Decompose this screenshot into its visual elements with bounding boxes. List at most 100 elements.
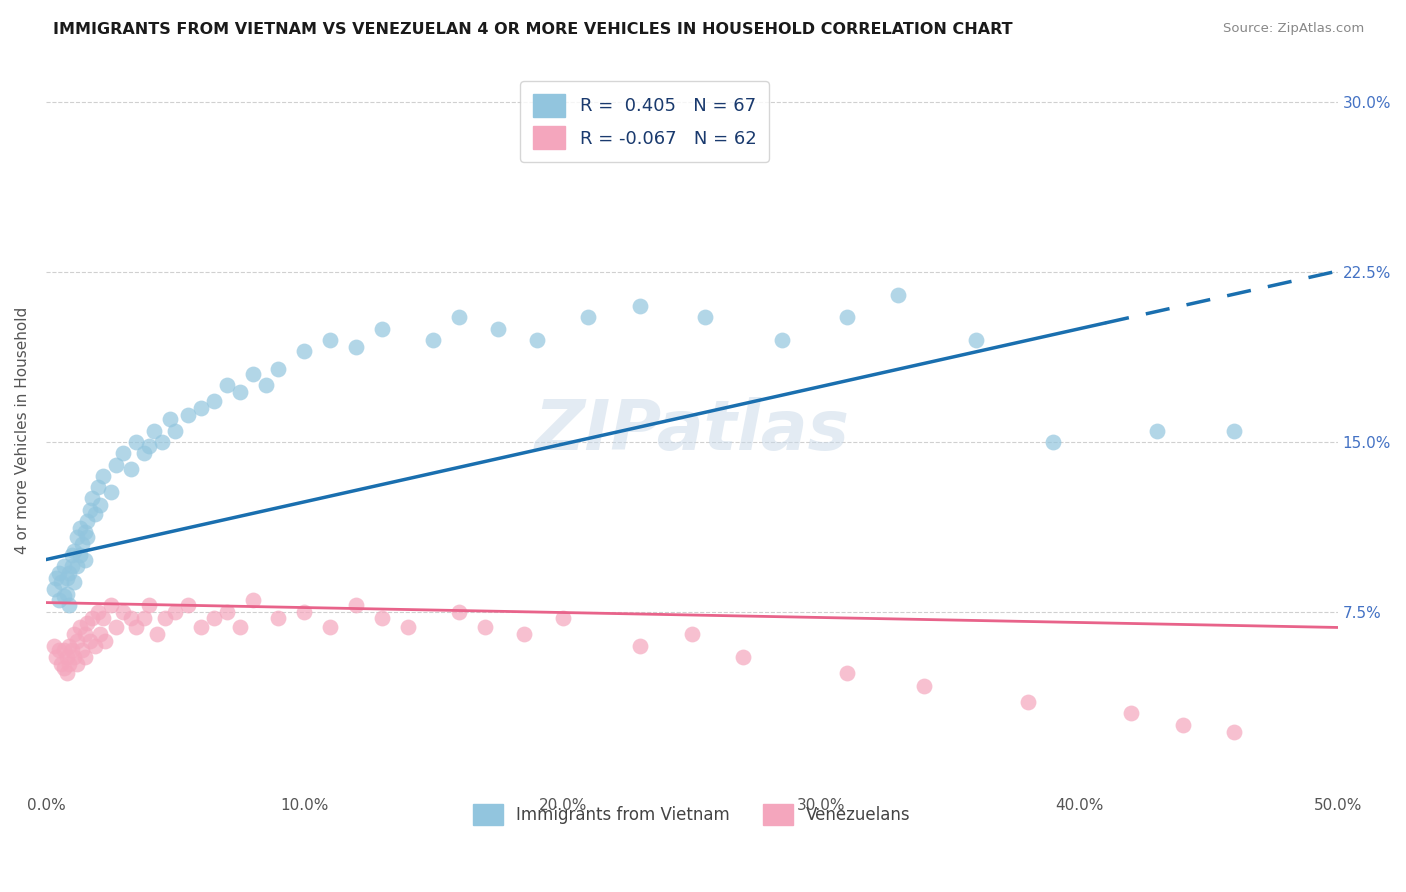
Point bbox=[292, 344, 315, 359]
Legend: Immigrants from Vietnam, Venezuelans: Immigrants from Vietnam, Venezuelans bbox=[463, 794, 921, 835]
Point bbox=[1119, 706, 1142, 721]
Point bbox=[112, 605, 135, 619]
Point bbox=[58, 639, 80, 653]
Point bbox=[73, 649, 96, 664]
Point bbox=[86, 480, 108, 494]
Point bbox=[86, 605, 108, 619]
Point bbox=[190, 401, 212, 415]
Point bbox=[58, 657, 80, 671]
Point bbox=[60, 559, 83, 574]
Point bbox=[1042, 434, 1064, 449]
Point bbox=[526, 333, 548, 347]
Point bbox=[138, 598, 160, 612]
Point bbox=[371, 611, 394, 625]
Point bbox=[215, 605, 238, 619]
Point bbox=[835, 310, 858, 325]
Point bbox=[319, 620, 342, 634]
Point bbox=[73, 627, 96, 641]
Point bbox=[104, 458, 127, 472]
Point bbox=[150, 434, 173, 449]
Point bbox=[48, 593, 70, 607]
Point bbox=[84, 639, 107, 653]
Point bbox=[578, 310, 600, 325]
Point bbox=[551, 611, 574, 625]
Point bbox=[55, 571, 77, 585]
Point bbox=[835, 665, 858, 680]
Text: IMMIGRANTS FROM VIETNAM VS VENEZUELAN 4 OR MORE VEHICLES IN HOUSEHOLD CORRELATIO: IMMIGRANTS FROM VIETNAM VS VENEZUELAN 4 … bbox=[53, 22, 1014, 37]
Point bbox=[449, 605, 471, 619]
Point bbox=[48, 566, 70, 581]
Point bbox=[112, 446, 135, 460]
Point bbox=[202, 394, 225, 409]
Point bbox=[165, 424, 187, 438]
Point bbox=[91, 611, 114, 625]
Point bbox=[76, 514, 98, 528]
Point bbox=[89, 627, 111, 641]
Point bbox=[76, 530, 98, 544]
Point bbox=[965, 333, 987, 347]
Point bbox=[69, 521, 91, 535]
Point bbox=[1171, 718, 1194, 732]
Point bbox=[242, 367, 264, 381]
Point bbox=[58, 566, 80, 581]
Point bbox=[66, 530, 89, 544]
Point bbox=[66, 559, 89, 574]
Point bbox=[89, 498, 111, 512]
Point bbox=[228, 620, 250, 634]
Point bbox=[912, 679, 935, 693]
Point bbox=[79, 503, 101, 517]
Point bbox=[55, 586, 77, 600]
Point bbox=[513, 627, 536, 641]
Point bbox=[143, 424, 166, 438]
Point bbox=[486, 322, 509, 336]
Point bbox=[887, 288, 910, 302]
Point bbox=[69, 620, 91, 634]
Point bbox=[1223, 724, 1246, 739]
Point bbox=[66, 634, 89, 648]
Point bbox=[125, 434, 148, 449]
Point bbox=[82, 491, 104, 506]
Point bbox=[628, 639, 651, 653]
Point bbox=[42, 582, 65, 596]
Point bbox=[60, 643, 83, 657]
Point bbox=[292, 605, 315, 619]
Point bbox=[215, 378, 238, 392]
Point bbox=[82, 611, 104, 625]
Point bbox=[422, 333, 444, 347]
Point bbox=[55, 649, 77, 664]
Point bbox=[53, 661, 76, 675]
Point bbox=[628, 299, 651, 313]
Point bbox=[120, 462, 142, 476]
Text: Source: ZipAtlas.com: Source: ZipAtlas.com bbox=[1223, 22, 1364, 36]
Point bbox=[53, 559, 76, 574]
Point bbox=[267, 611, 290, 625]
Point bbox=[770, 333, 793, 347]
Point bbox=[69, 548, 91, 562]
Point bbox=[51, 657, 73, 671]
Point bbox=[73, 552, 96, 566]
Point bbox=[449, 310, 471, 325]
Point bbox=[55, 665, 77, 680]
Point bbox=[1017, 695, 1039, 709]
Point bbox=[63, 649, 86, 664]
Point bbox=[138, 439, 160, 453]
Point bbox=[63, 627, 86, 641]
Point bbox=[73, 525, 96, 540]
Point bbox=[1146, 424, 1168, 438]
Point bbox=[63, 575, 86, 590]
Point bbox=[146, 627, 169, 641]
Point bbox=[42, 639, 65, 653]
Point bbox=[84, 508, 107, 522]
Point bbox=[165, 605, 187, 619]
Point bbox=[681, 627, 703, 641]
Point bbox=[242, 593, 264, 607]
Point bbox=[319, 333, 342, 347]
Point bbox=[100, 484, 122, 499]
Point bbox=[134, 446, 156, 460]
Point bbox=[1223, 424, 1246, 438]
Point bbox=[120, 611, 142, 625]
Point bbox=[125, 620, 148, 634]
Point bbox=[104, 620, 127, 634]
Point bbox=[134, 611, 156, 625]
Point bbox=[267, 362, 290, 376]
